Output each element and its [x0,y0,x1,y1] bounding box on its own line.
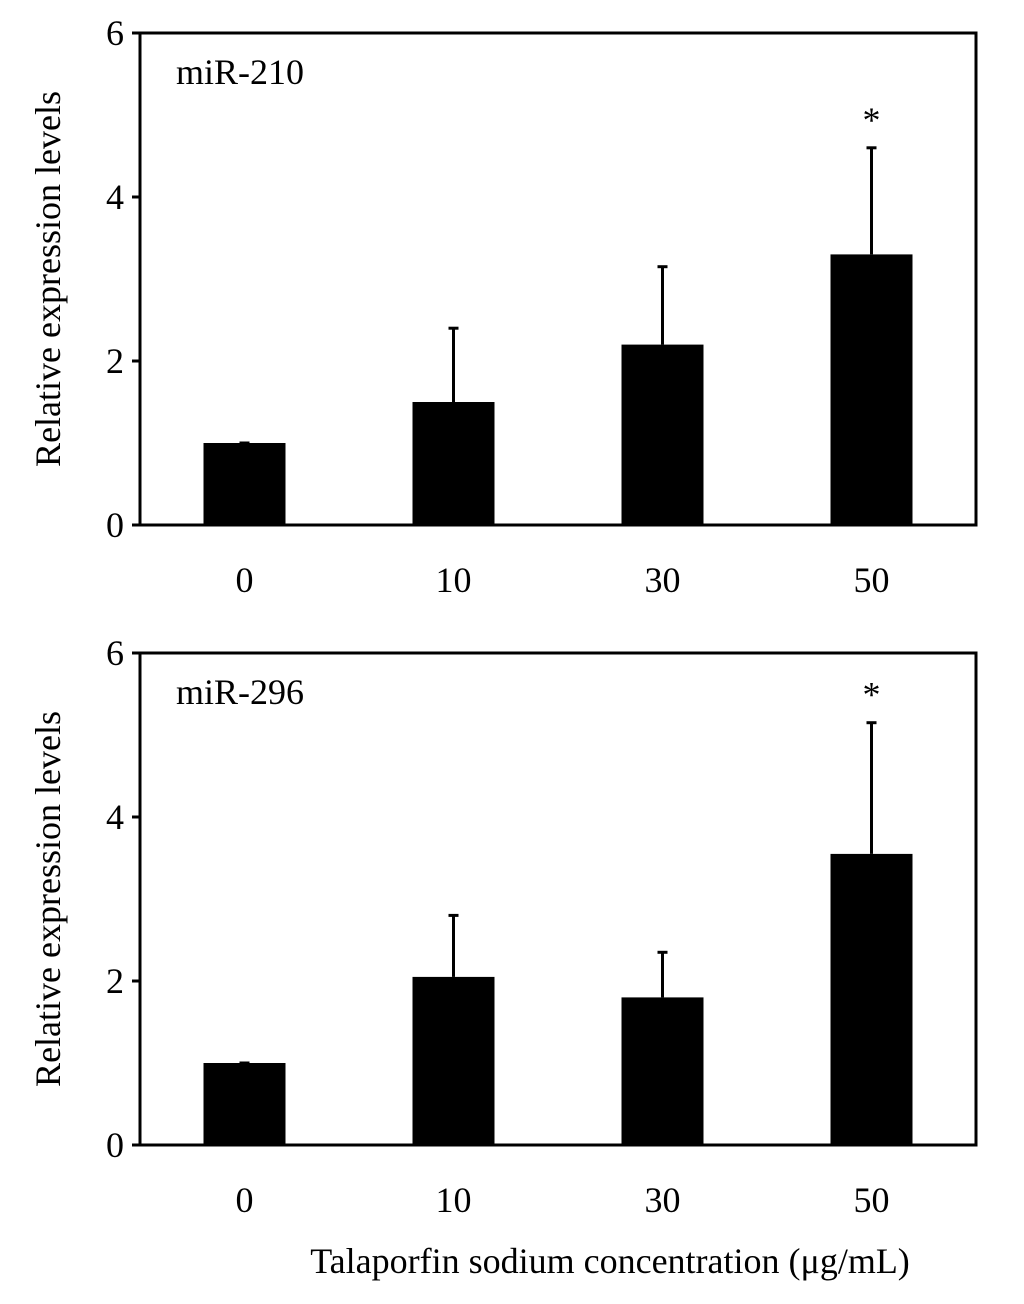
y-axis-label: Relative expression levels [28,91,68,467]
y-tick-label: 0 [106,505,124,545]
x-tick-label: 10 [436,560,472,600]
x-tick-label: 0 [236,1180,254,1220]
y-tick-label: 2 [106,341,124,381]
y-axis-label: Relative expression levels [28,711,68,1087]
y-tick-label: 6 [106,633,124,673]
bar-50 [830,853,913,1145]
bar-10 [412,402,495,525]
plot-frame [138,31,978,527]
bars-group: 0 2 4 6 0 10 30 * 50 [106,633,913,1220]
x-tick-label: 50 [854,560,890,600]
bar-30 [621,997,704,1145]
x-tick-label: 50 [854,1180,890,1220]
y-tick-label: 4 [106,177,124,217]
bar-30 [621,344,704,525]
panel-mir-296: miR-296 Relative expression levels 02460… [28,633,978,1220]
x-tick-label: 10 [436,1180,472,1220]
y-tick-label: 2 [106,961,124,1001]
x-tick-label: 30 [645,560,681,600]
significance-marker: * [863,675,881,715]
bar-50 [830,254,913,525]
panel-mir-210: miR-210 Relative expression levels 02460… [28,13,978,600]
y-tick-label: 6 [106,13,124,53]
bars-group: 0 2 4 6 0 10 30 * 50 [106,13,913,600]
y-tick-label: 4 [106,797,124,837]
bar-0 [203,443,286,525]
panel-label: miR-296 [176,672,304,712]
x-tick-label: 30 [645,1180,681,1220]
panel-label: miR-210 [176,52,304,92]
significance-marker: * [863,100,881,140]
plot-frame [138,651,978,1147]
y-tick-label: 0 [106,1125,124,1165]
bar-0 [203,1063,286,1145]
x-axis-title: Talaporfin sodium concentration (μg/mL) [310,1241,910,1281]
x-tick-label: 0 [236,560,254,600]
bar-10 [412,976,495,1145]
